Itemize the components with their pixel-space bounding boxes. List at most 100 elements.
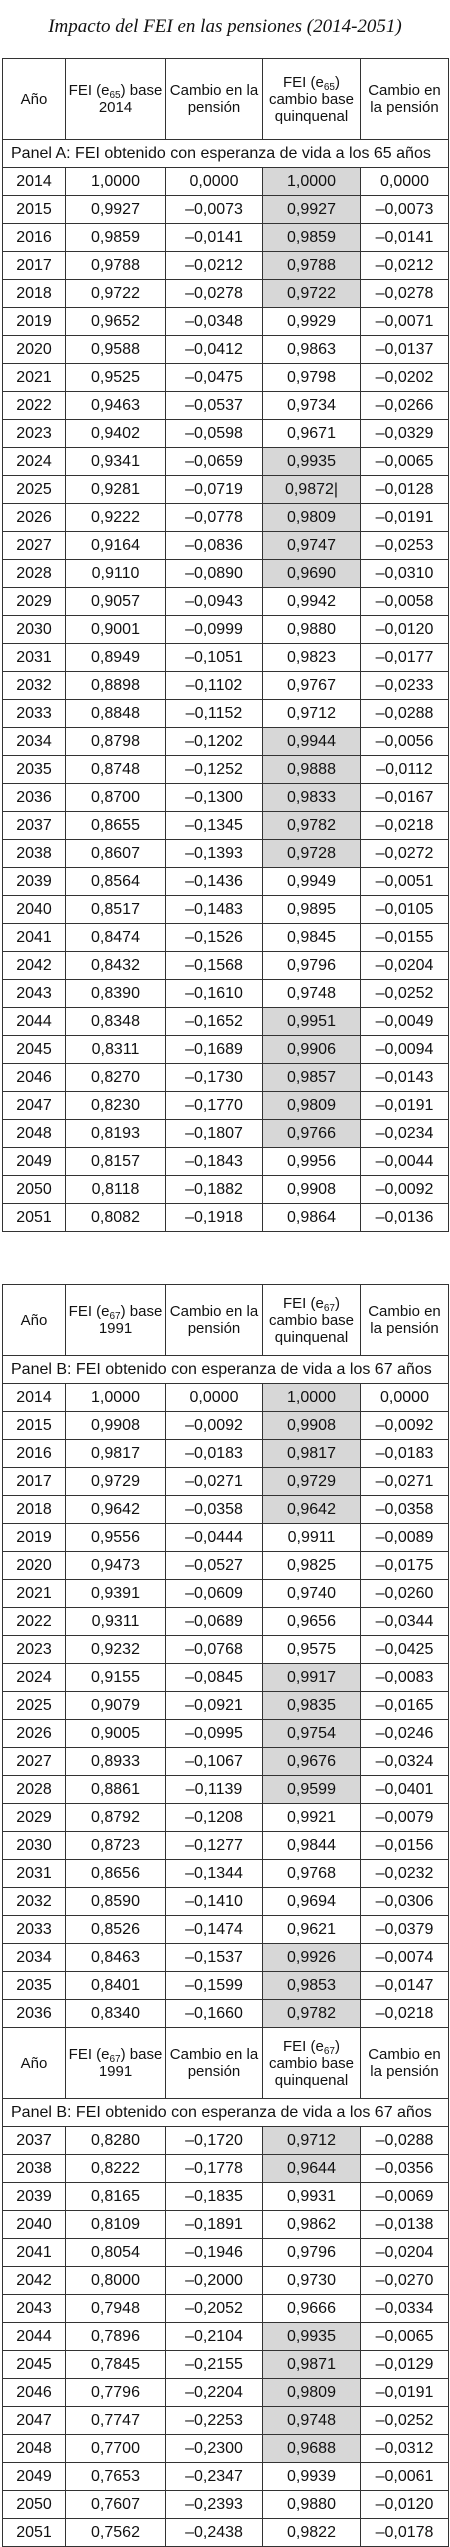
table-row: 2036 0,8700 –0,1300 0,9833 –0,0167 <box>2 783 449 812</box>
cell-year: 2014 <box>2 167 66 196</box>
table-row: 2018 0,9642 –0,0358 0,9642 –0,0358 <box>2 1495 449 1524</box>
table-row: 2034 0,8463 –0,1537 0,9926 –0,0074 <box>2 1943 449 1972</box>
cell-change-2: –0,0266 <box>360 391 449 420</box>
cell-change-1: –0,1778 <box>165 2154 263 2183</box>
cell-change-2: –0,0049 <box>360 1007 449 1036</box>
cell-change-1: –0,1393 <box>165 839 263 868</box>
cell-fei-base: 0,9525 <box>65 363 166 392</box>
cell-change-1: –0,0073 <box>165 195 263 224</box>
cell-fei-quinquenal: 0,9880 <box>262 615 361 644</box>
cell-fei-quinquenal: 0,9871 <box>262 2350 361 2379</box>
cell-change-2: –0,0071 <box>360 307 449 336</box>
cell-change-1: –0,1807 <box>165 1119 263 1148</box>
cell-fei-base: 0,9402 <box>65 419 166 448</box>
cell-year: 2021 <box>2 363 66 392</box>
table-row: 2045 0,7845 –0,2155 0,9871 –0,0129 <box>2 2350 449 2379</box>
cell-year: 2026 <box>2 1719 66 1748</box>
cell-change-1: –0,1526 <box>165 923 263 952</box>
cell-fei-quinquenal: 0,9748 <box>262 2406 361 2435</box>
cell-change-2: –0,0253 <box>360 531 449 560</box>
cell-change-1: –0,2155 <box>165 2350 263 2379</box>
cell-fei-base: 0,8348 <box>65 1007 166 1036</box>
cell-fei-quinquenal: 0,9880 <box>262 2490 361 2519</box>
cell-change-1: –0,0768 <box>165 1635 263 1664</box>
header-year: Año <box>2 1284 66 1356</box>
cell-change-1: –0,1720 <box>165 2126 263 2155</box>
cell-fei-base: 0,8390 <box>65 979 166 1008</box>
cell-fei-base: 0,8109 <box>65 2210 166 2239</box>
cell-change-2: –0,0252 <box>360 2406 449 2435</box>
cell-change-2: –0,0112 <box>360 755 449 784</box>
header-fei-base: FEI (e67) base 1991 <box>65 2027 166 2099</box>
cell-change-1: 0,0000 <box>165 167 263 196</box>
page-title: Impacto del FEI en las pensiones (2014-2… <box>48 16 402 37</box>
table-row: 2016 0,9859 –0,0141 0,9859 –0,0141 <box>2 223 449 252</box>
cell-year: 2036 <box>2 783 66 812</box>
cell-fei-base: 0,9588 <box>65 335 166 364</box>
cell-fei-base: 0,8118 <box>65 1175 166 1204</box>
cell-year: 2035 <box>2 1971 66 2000</box>
cell-year: 2045 <box>2 1035 66 1064</box>
cell-year: 2027 <box>2 531 66 560</box>
cell-change-2: –0,0271 <box>360 1467 449 1496</box>
cell-fei-quinquenal: 0,9911 <box>262 1523 361 1552</box>
cell-fei-base: 0,8949 <box>65 643 166 672</box>
cell-fei-quinquenal: 0,9888 <box>262 755 361 784</box>
cell-change-2: –0,0356 <box>360 2154 449 2183</box>
cell-fei-quinquenal: 0,9754 <box>262 1719 361 1748</box>
cell-change-2: –0,0425 <box>360 1635 449 1664</box>
cell-change-2: –0,0079 <box>360 1803 449 1832</box>
cell-fei-quinquenal: 0,9642 <box>262 1495 361 1524</box>
cell-fei-base: 0,9341 <box>65 447 166 476</box>
cell-fei-base: 0,9079 <box>65 1691 166 1720</box>
cell-fei-quinquenal: 0,9656 <box>262 1607 361 1636</box>
cell-change-1: –0,1345 <box>165 811 263 840</box>
header-fei-base: FEI (e67) base 1991 <box>65 1284 166 1356</box>
cell-fei-quinquenal: 1,0000 <box>262 1383 361 1412</box>
cell-year: 2027 <box>2 1747 66 1776</box>
cell-change-1: –0,2104 <box>165 2322 263 2351</box>
cell-change-2: –0,0191 <box>360 2378 449 2407</box>
cell-year: 2032 <box>2 671 66 700</box>
table-row: 2040 0,8517 –0,1483 0,9895 –0,0105 <box>2 895 449 924</box>
cell-fei-base: 0,9817 <box>65 1439 166 1468</box>
table-row: 2051 0,8082 –0,1918 0,9864 –0,0136 <box>2 1203 449 1232</box>
cell-fei-base: 0,9722 <box>65 279 166 308</box>
cell-change-2: –0,0329 <box>360 419 449 448</box>
cell-change-2: –0,0278 <box>360 279 449 308</box>
table-row: 2023 0,9232 –0,0768 0,9575 –0,0425 <box>2 1635 449 1664</box>
table-row: 2051 0,7562 –0,2438 0,9822 –0,0178 <box>2 2518 449 2547</box>
cell-change-1: –0,1891 <box>165 2210 263 2239</box>
cell-change-2: –0,0155 <box>360 923 449 952</box>
cell-fei-base: 0,9164 <box>65 531 166 560</box>
table-row: 2027 0,8933 –0,1067 0,9676 –0,0324 <box>2 1747 449 1776</box>
table-row: 2020 0,9473 –0,0527 0,9825 –0,0175 <box>2 1551 449 1580</box>
cell-change-1: –0,1610 <box>165 979 263 1008</box>
header-change-1: Cambio en la pensión <box>165 2027 263 2099</box>
cell-change-1: –0,0278 <box>165 279 263 308</box>
cell-change-1: –0,1139 <box>165 1775 263 1804</box>
cell-change-2: –0,0073 <box>360 195 449 224</box>
cell-change-2: –0,0204 <box>360 951 449 980</box>
cell-change-2: –0,0232 <box>360 1859 449 1888</box>
cell-fei-quinquenal: 0,9929 <box>262 307 361 336</box>
cell-change-2: –0,0165 <box>360 1691 449 1720</box>
cell-fei-quinquenal: 0,9644 <box>262 2154 361 2183</box>
cell-fei-base: 0,8432 <box>65 951 166 980</box>
cell-change-2: –0,0065 <box>360 2322 449 2351</box>
cell-change-2: –0,0260 <box>360 1579 449 1608</box>
table-panel-a: Año FEI (e65) base 2014 Cambio en la pen… <box>2 58 449 1232</box>
table-row: 2044 0,7896 –0,2104 0,9935 –0,0065 <box>2 2322 449 2351</box>
cell-change-1: –0,1835 <box>165 2182 263 2211</box>
cell-change-2: –0,0065 <box>360 447 449 476</box>
cell-year: 2025 <box>2 1691 66 1720</box>
cell-fei-quinquenal: 0,9822 <box>262 2518 361 2547</box>
table-row: 2019 0,9652 –0,0348 0,9929 –0,0071 <box>2 307 449 336</box>
table-row: 2014 1,0000 0,0000 1,0000 0,0000 <box>2 167 449 196</box>
cell-change-1: –0,1051 <box>165 643 263 672</box>
cell-change-2: –0,0178 <box>360 2518 449 2547</box>
cell-year: 2031 <box>2 1859 66 1888</box>
cell-year: 2048 <box>2 2434 66 2463</box>
cell-year: 2031 <box>2 643 66 672</box>
cell-change-1: –0,0995 <box>165 1719 263 1748</box>
